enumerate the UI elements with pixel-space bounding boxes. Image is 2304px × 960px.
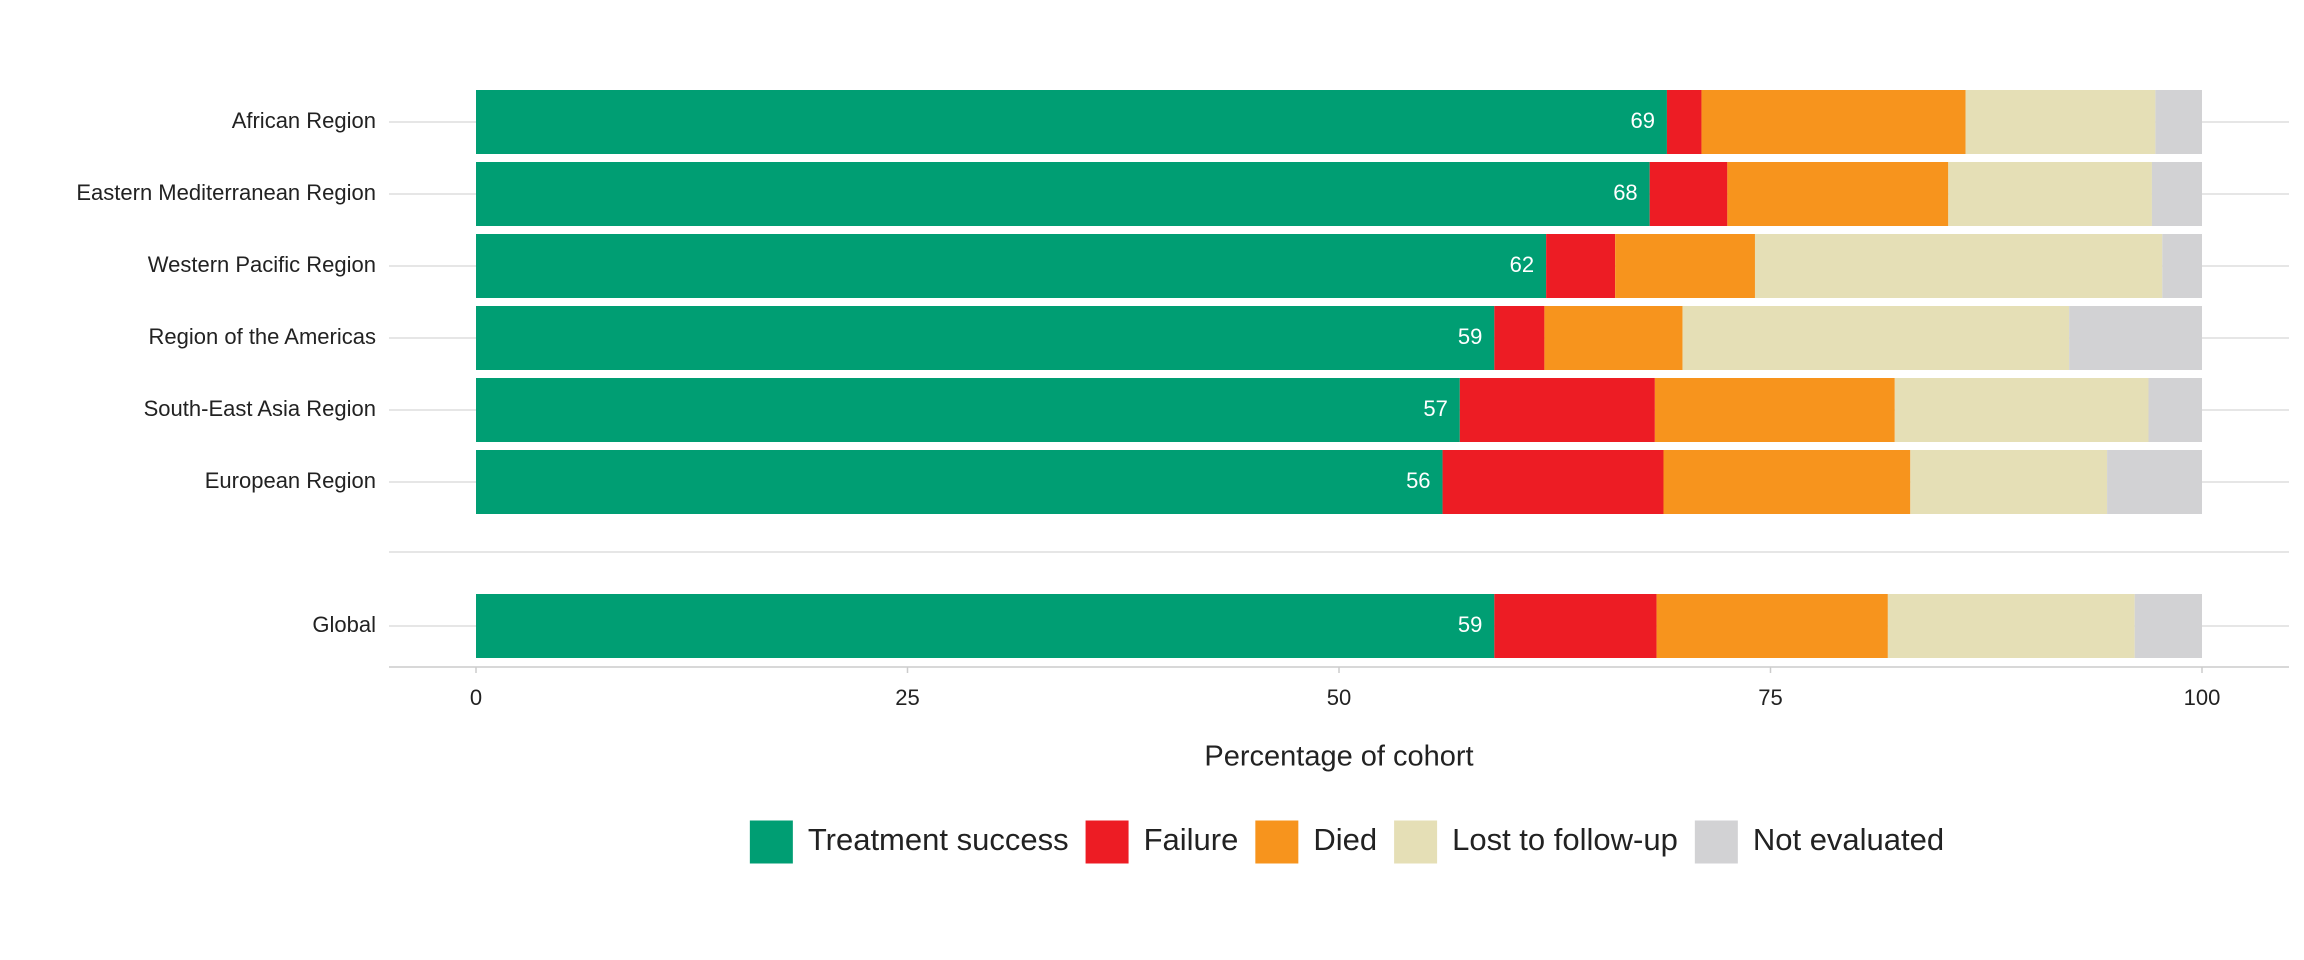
bar-segment: [476, 594, 1495, 658]
bar-segment: [2148, 378, 2202, 442]
bar-segment: [1754, 234, 2163, 298]
data-label: 59: [1458, 612, 1482, 637]
bar-segment: [1701, 90, 1966, 154]
x-tick-label: 50: [1327, 685, 1351, 710]
bar-segment: [476, 90, 1667, 154]
x-tick-label: 75: [1758, 685, 1782, 710]
data-label: 56: [1406, 468, 1430, 493]
bar-segment: [1948, 162, 2152, 226]
bar-segment: [476, 234, 1547, 298]
legend: Treatment success Failure Died Lost to foll…: [749, 820, 1944, 864]
legend-swatch: [1694, 820, 1738, 864]
bar-segment: [1682, 306, 2070, 370]
x-tick-label: 25: [895, 685, 919, 710]
bar-segment: [476, 378, 1460, 442]
bar-segment: [1656, 594, 1888, 658]
bar-segment: [1894, 378, 2149, 442]
y-tick-label: African Region: [232, 108, 376, 133]
y-tick-label: Global: [312, 612, 376, 637]
legend-swatch: [1255, 820, 1299, 864]
bar-segment: [1442, 450, 1664, 514]
y-tick-label: South-East Asia Region: [144, 396, 376, 421]
data-label: 62: [1510, 252, 1534, 277]
data-label: 69: [1630, 108, 1654, 133]
bar-segment: [1494, 306, 1545, 370]
legend-label: Treatment success: [808, 822, 1069, 857]
bar-segment: [1544, 306, 1683, 370]
bar-segment: [1727, 162, 1949, 226]
legend-label: Lost to follow-up: [1452, 822, 1678, 857]
bar-segment: [1459, 378, 1655, 442]
x-axis-title: Percentage of cohort: [1204, 741, 1473, 773]
bar-segment: [476, 162, 1650, 226]
bar-segment: [1615, 234, 1755, 298]
y-tick-label: Eastern Mediterranean Region: [76, 180, 376, 205]
bar-segment: [1965, 90, 2156, 154]
data-label: 57: [1423, 396, 1447, 421]
bar-segment: [1887, 594, 2135, 658]
legend-label: Not evaluated: [1753, 822, 1944, 857]
bar-segment: [2162, 234, 2202, 298]
legend-swatch: [749, 820, 793, 864]
bar-segment: [476, 306, 1495, 370]
bar-segment: [1910, 450, 2108, 514]
bar-segment: [1666, 90, 1702, 154]
bar-segment: [2155, 90, 2202, 154]
bar-segment: [2107, 450, 2202, 514]
bar-segment: [2151, 162, 2202, 226]
bar-segment: [1663, 450, 1911, 514]
bar-segment: [2069, 306, 2202, 370]
legend-swatch: [1394, 820, 1438, 864]
x-tick-label: 0: [470, 685, 482, 710]
bar-segment: [2134, 594, 2202, 658]
bar-segment: [1546, 234, 1616, 298]
data-label: 59: [1458, 324, 1482, 349]
legend-swatch: [1085, 820, 1129, 864]
y-tick-label: Region of the Americas: [149, 324, 376, 349]
y-tick-label: Western Pacific Region: [148, 252, 376, 277]
legend-label: Died: [1313, 822, 1377, 857]
bar-segment: [476, 450, 1443, 514]
bar-segment: [1494, 594, 1657, 658]
x-tick-label: 100: [2184, 685, 2221, 710]
bar-segment: [1654, 378, 1895, 442]
bar-segment: [1649, 162, 1728, 226]
y-tick-label: European Region: [205, 468, 376, 493]
legend-label: Failure: [1144, 822, 1239, 857]
data-label: 68: [1613, 180, 1637, 205]
